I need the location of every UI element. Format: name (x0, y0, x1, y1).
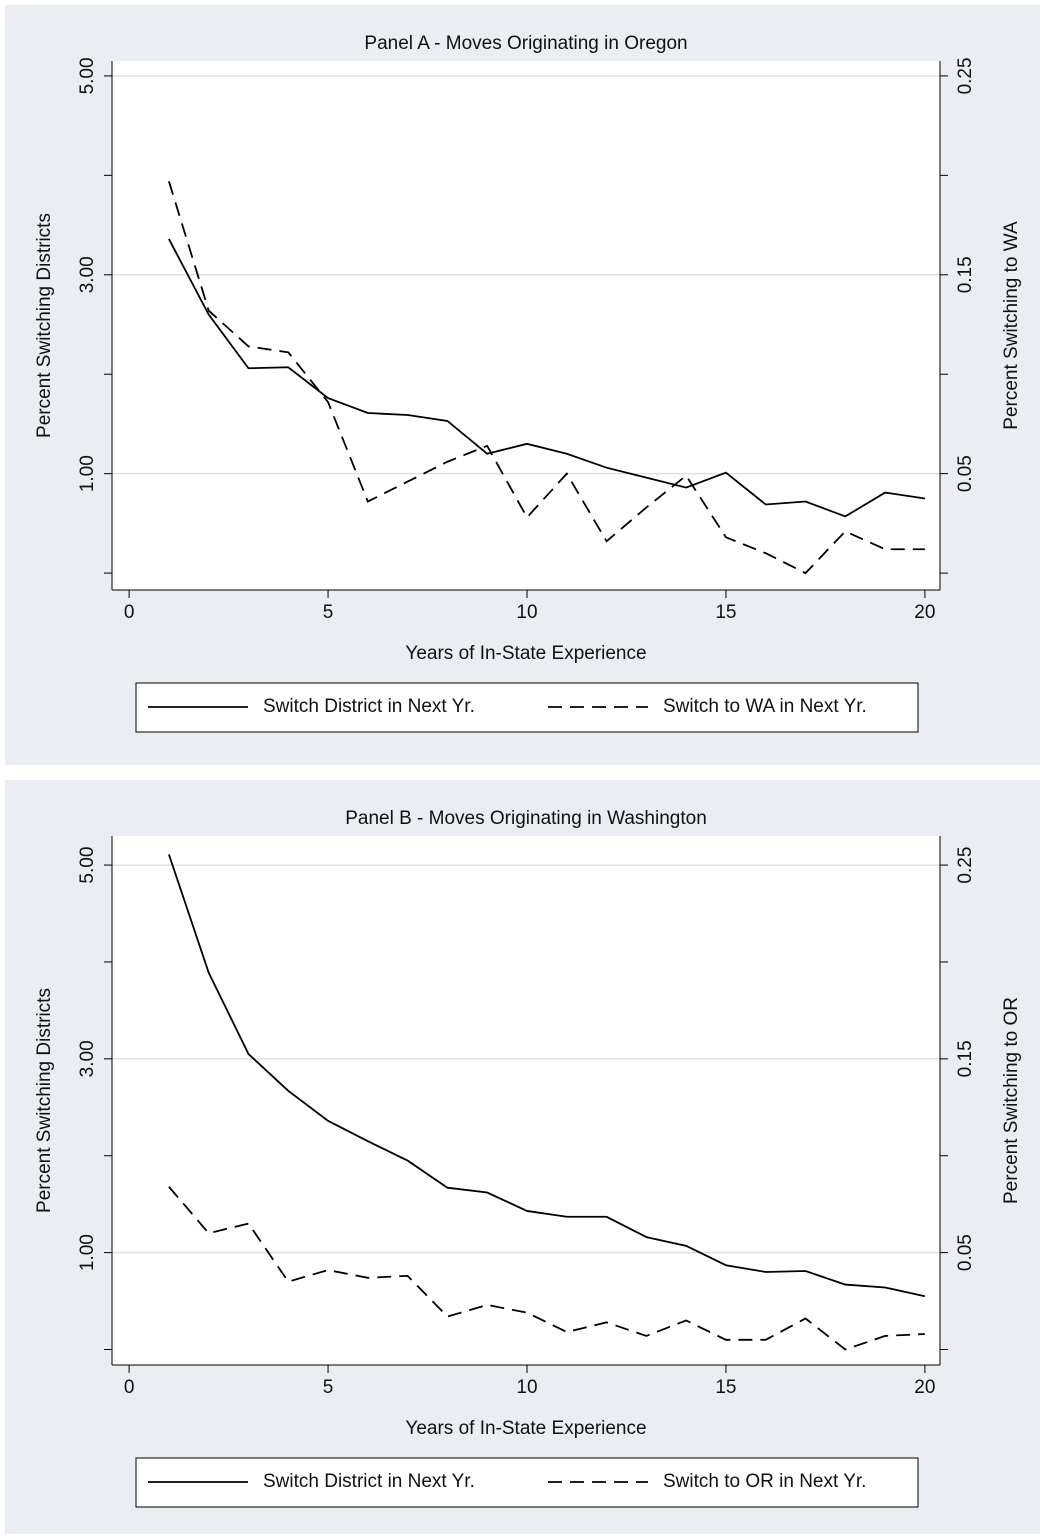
legend-label: Switch District in Next Yr. (263, 1471, 475, 1492)
data-line (168, 238, 926, 518)
data-line (168, 854, 926, 1298)
x-tick-label: 15 (715, 1377, 736, 1398)
x-tick-label: 0 (124, 602, 135, 623)
legend-label: Switch to OR in Next Yr. (663, 1471, 866, 1492)
x-tick-label: 10 (516, 602, 537, 623)
y-axis-label: Percent Switching Districts (34, 213, 55, 438)
y2-tick-label: 0.15 (955, 1040, 976, 1077)
x-tick-label: 20 (914, 1377, 935, 1398)
y2-tick-label: 0.25 (955, 57, 976, 94)
x-tick-label: 10 (516, 1377, 537, 1398)
panel-b: Panel B - Moves Originating in Washingto… (5, 780, 1040, 1534)
x-tick-label: 0 (124, 1377, 135, 1398)
chart-title: Panel A - Moves Originating in Oregon (364, 33, 687, 54)
legend (135, 1457, 919, 1508)
x-tick-label: 20 (914, 602, 935, 623)
x-tick-label: 5 (323, 1377, 334, 1398)
y-tick-label: 1.00 (77, 1234, 98, 1271)
y2-tick-label: 0.25 (955, 847, 976, 884)
panel-a: Panel A - Moves Originating in Oregon 1.0… (5, 5, 1040, 765)
y-tick-label: 3.00 (77, 256, 98, 293)
y2-tick-label: 0.05 (955, 1234, 976, 1271)
y2-tick-label: 0.05 (955, 455, 976, 492)
y-tick-label: 3.00 (77, 1040, 98, 1077)
y-tick-label: 1.00 (77, 455, 98, 492)
y2-tick-label: 0.15 (955, 256, 976, 293)
chart-title: Panel B - Moves Originating in Washingto… (345, 808, 707, 829)
x-tick-label: 5 (323, 602, 334, 623)
y-tick-label: 5.00 (77, 847, 98, 884)
x-axis-label: Years of In-State Experience (405, 1418, 646, 1439)
data-line (168, 181, 925, 575)
x-tick-label: 15 (715, 602, 736, 623)
legend-label: Switch to WA in Next Yr. (663, 696, 867, 717)
y2-axis-label: Percent Switching to WA (1001, 221, 1022, 430)
plot-area (112, 61, 940, 590)
y-tick-label: 5.00 (77, 57, 98, 94)
plot-area (112, 836, 940, 1365)
y-axis-label: Percent Switching Districts (34, 988, 55, 1213)
legend-label: Switch District in Next Yr. (263, 696, 475, 717)
x-axis-label: Years of In-State Experience (405, 643, 646, 664)
data-line (168, 1186, 925, 1351)
y2-axis-label: Percent Switching to OR (1001, 997, 1022, 1204)
legend (135, 682, 919, 733)
